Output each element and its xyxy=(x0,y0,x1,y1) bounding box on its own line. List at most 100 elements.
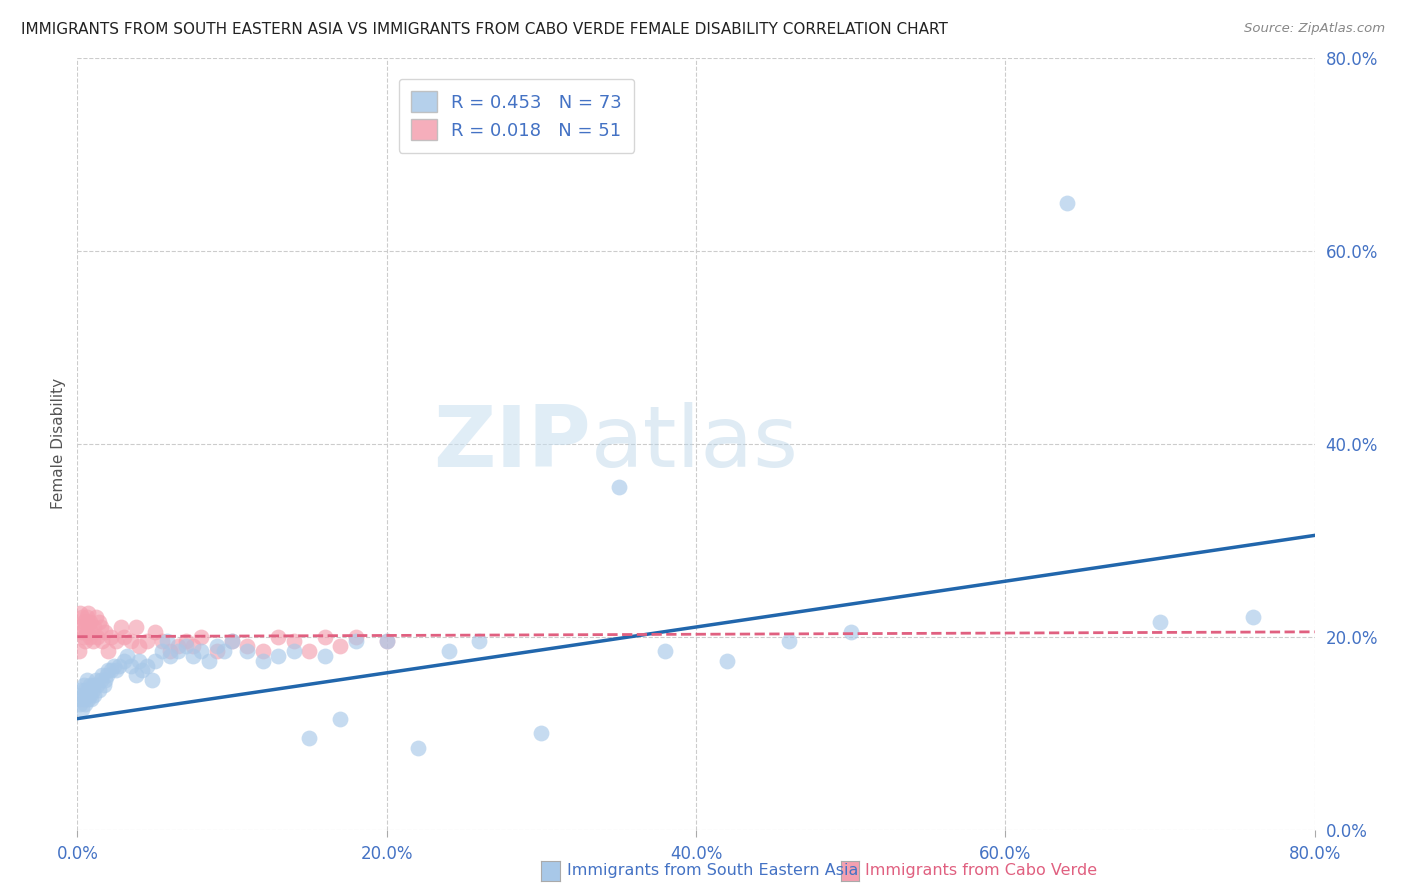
Point xyxy=(159,644,181,658)
Point xyxy=(125,620,148,634)
Point xyxy=(298,644,321,658)
Point xyxy=(80,624,103,639)
Point xyxy=(839,624,862,639)
Point xyxy=(110,620,132,634)
Point xyxy=(236,644,259,658)
Point xyxy=(79,688,101,702)
Point xyxy=(778,634,800,648)
Point xyxy=(530,726,553,740)
Point xyxy=(82,634,104,648)
Point xyxy=(100,630,122,644)
Text: IMMIGRANTS FROM SOUTH EASTERN ASIA VS IMMIGRANTS FROM CABO VERDE FEMALE DISABILI: IMMIGRANTS FROM SOUTH EASTERN ASIA VS IM… xyxy=(21,22,948,37)
Point xyxy=(75,620,96,634)
Text: Immigrants from South Eastern Asia: Immigrants from South Eastern Asia xyxy=(567,863,858,878)
Point xyxy=(76,610,98,624)
Point xyxy=(77,682,100,697)
Point xyxy=(103,658,125,673)
Point xyxy=(190,644,212,658)
Point xyxy=(329,712,352,726)
Point xyxy=(83,620,105,634)
Legend: R = 0.453   N = 73, R = 0.018   N = 51: R = 0.453 N = 73, R = 0.018 N = 51 xyxy=(399,78,634,153)
Point xyxy=(252,654,274,668)
Point xyxy=(94,624,117,639)
Point xyxy=(267,630,290,644)
Point xyxy=(112,654,135,668)
Point xyxy=(76,624,98,639)
Point xyxy=(90,673,111,687)
Point xyxy=(100,664,122,678)
Point xyxy=(167,644,190,658)
Point xyxy=(1241,610,1264,624)
Text: Source: ZipAtlas.com: Source: ZipAtlas.com xyxy=(1244,22,1385,36)
Point xyxy=(143,624,166,639)
Point xyxy=(79,615,101,630)
Point xyxy=(468,634,491,648)
Point xyxy=(329,640,352,654)
Point xyxy=(84,673,107,687)
Point xyxy=(654,644,676,658)
Point xyxy=(72,615,94,630)
Point xyxy=(183,640,205,654)
Point xyxy=(156,634,179,648)
Point xyxy=(96,668,118,682)
Point xyxy=(86,678,108,692)
Point xyxy=(252,644,274,658)
Point xyxy=(93,678,115,692)
Point xyxy=(77,615,100,630)
Point xyxy=(72,692,94,706)
Point xyxy=(121,658,143,673)
Point xyxy=(91,634,114,648)
Point xyxy=(143,654,166,668)
Point xyxy=(152,644,174,658)
Point xyxy=(136,634,159,648)
Point xyxy=(112,630,135,644)
Point xyxy=(69,697,91,711)
Text: Immigrants from Cabo Verde: Immigrants from Cabo Verde xyxy=(865,863,1097,878)
Point xyxy=(77,606,100,620)
Point xyxy=(105,664,127,678)
Point xyxy=(214,644,236,658)
Point xyxy=(221,634,243,648)
Point xyxy=(152,634,174,648)
Point xyxy=(174,640,197,654)
Point xyxy=(283,634,305,648)
Point xyxy=(80,692,103,706)
Point xyxy=(79,678,101,692)
Point xyxy=(86,630,108,644)
Point xyxy=(87,615,110,630)
Point xyxy=(1149,615,1171,630)
Point xyxy=(69,620,91,634)
Point xyxy=(314,648,336,663)
Point xyxy=(77,692,100,706)
Point xyxy=(75,682,96,697)
Point xyxy=(267,648,290,663)
Point xyxy=(76,688,98,702)
Point xyxy=(82,678,104,692)
Point xyxy=(83,688,105,702)
Point xyxy=(198,654,221,668)
Point xyxy=(84,610,107,624)
Point xyxy=(183,648,205,663)
Point xyxy=(205,644,228,658)
Point xyxy=(136,658,159,673)
Y-axis label: Female Disability: Female Disability xyxy=(51,378,66,509)
Point xyxy=(67,644,90,658)
Point xyxy=(167,640,190,654)
Point xyxy=(141,673,163,687)
Point xyxy=(159,648,181,663)
Text: ZIP: ZIP xyxy=(433,402,591,485)
Point xyxy=(716,654,738,668)
Point xyxy=(67,692,90,706)
Point xyxy=(87,682,110,697)
Point xyxy=(283,644,305,658)
Point xyxy=(75,697,96,711)
Point xyxy=(79,630,101,644)
Point xyxy=(375,634,398,648)
Point xyxy=(344,630,367,644)
Point xyxy=(90,620,111,634)
Point xyxy=(82,682,104,697)
Point xyxy=(97,644,120,658)
Point xyxy=(91,668,114,682)
Point xyxy=(205,640,228,654)
Point xyxy=(69,682,91,697)
